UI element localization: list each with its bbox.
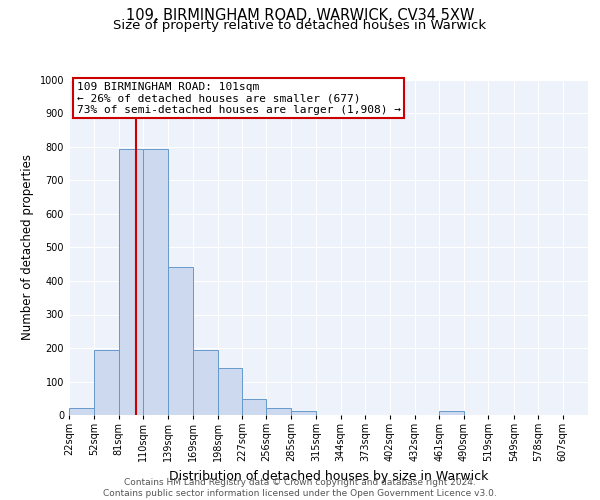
Bar [193, 350, 218, 415]
Bar [94, 350, 119, 415]
Bar [168, 266, 193, 415]
Text: 109 BIRMINGHAM ROAD: 101sqm
← 26% of detached houses are smaller (677)
73% of se: 109 BIRMINGHAM ROAD: 101sqm ← 26% of det… [77, 82, 401, 115]
X-axis label: Distribution of detached houses by size in Warwick: Distribution of detached houses by size … [169, 470, 488, 483]
Text: Size of property relative to detached houses in Warwick: Size of property relative to detached ho… [113, 18, 487, 32]
Bar [439, 410, 464, 415]
Bar [119, 150, 143, 415]
Bar [242, 400, 266, 415]
Bar [291, 410, 316, 415]
Bar [218, 368, 242, 415]
Bar [69, 408, 94, 415]
Y-axis label: Number of detached properties: Number of detached properties [21, 154, 34, 340]
Bar [143, 150, 168, 415]
Text: 109, BIRMINGHAM ROAD, WARWICK, CV34 5XW: 109, BIRMINGHAM ROAD, WARWICK, CV34 5XW [126, 8, 474, 22]
Bar [266, 408, 291, 415]
Text: Contains HM Land Registry data © Crown copyright and database right 2024.
Contai: Contains HM Land Registry data © Crown c… [103, 478, 497, 498]
